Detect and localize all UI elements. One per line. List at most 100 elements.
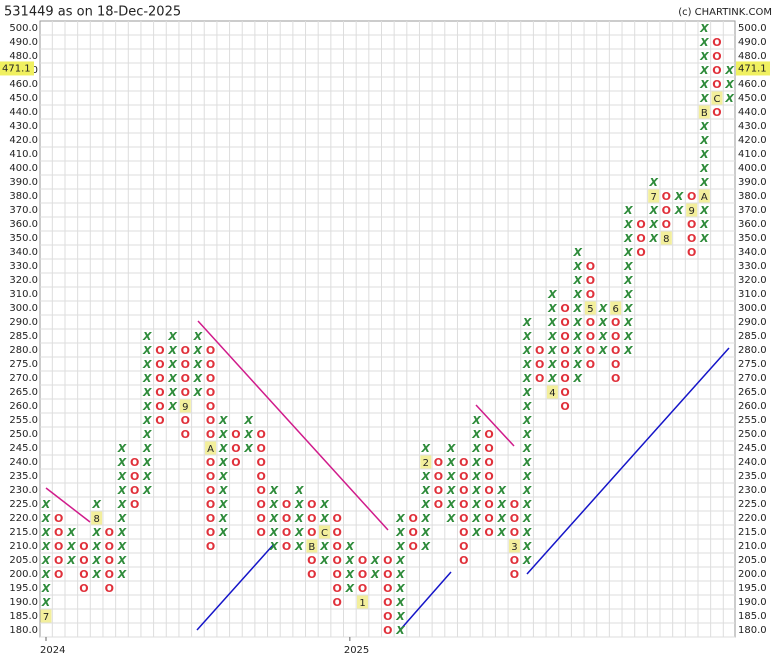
- x-box: X: [648, 218, 658, 231]
- x-box: X: [218, 498, 228, 511]
- o-box: O: [484, 428, 493, 441]
- month-marker: C: [321, 528, 328, 539]
- x-box: X: [699, 78, 709, 91]
- x-box: X: [522, 344, 532, 357]
- x-box: X: [319, 512, 329, 525]
- month-marker: 3: [511, 542, 517, 553]
- y-tick-label: 210.0: [738, 541, 767, 552]
- x-box: X: [699, 50, 709, 63]
- y-tick-label: 380.0: [9, 191, 38, 202]
- o-box: O: [560, 372, 569, 385]
- y-tick-label: 180.0: [738, 625, 767, 636]
- x-box: X: [395, 568, 405, 581]
- y-tick-label: 240.0: [9, 457, 38, 468]
- o-box: O: [408, 526, 417, 539]
- o-box: O: [54, 512, 63, 525]
- x-box: X: [319, 554, 329, 567]
- o-box: O: [484, 456, 493, 469]
- x-box: X: [269, 526, 279, 539]
- x-box: X: [319, 498, 329, 511]
- y-tick-label: 275.0: [9, 359, 38, 370]
- x-box: X: [623, 260, 633, 273]
- o-box: O: [257, 470, 266, 483]
- y-tick-label: 450.0: [9, 93, 38, 104]
- x-box: X: [167, 330, 177, 343]
- x-box: X: [446, 442, 456, 455]
- o-box: O: [181, 372, 190, 385]
- x-box: X: [699, 148, 709, 161]
- x-box: X: [623, 302, 633, 315]
- o-box: O: [586, 260, 595, 273]
- o-box: O: [282, 498, 291, 511]
- x-box: X: [522, 456, 532, 469]
- x-box: X: [699, 218, 709, 231]
- x-box: X: [167, 358, 177, 371]
- o-box: O: [687, 246, 696, 259]
- x-box: X: [471, 470, 481, 483]
- x-box: X: [497, 498, 507, 511]
- o-box: O: [434, 498, 443, 511]
- y-tick-label: 330.0: [738, 261, 767, 272]
- x-box: X: [648, 204, 658, 217]
- o-box: O: [510, 526, 519, 539]
- o-box: O: [155, 414, 164, 427]
- y-tick-label: 200.0: [9, 569, 38, 580]
- support-line: [196, 543, 275, 631]
- o-box: O: [383, 568, 392, 581]
- y-tick-label: 370.0: [9, 205, 38, 216]
- y-tick-label: 250.0: [738, 429, 767, 440]
- resistance-line: [45, 487, 91, 523]
- o-box: O: [155, 344, 164, 357]
- x-box: X: [421, 484, 431, 497]
- o-box: O: [560, 400, 569, 413]
- o-box: O: [79, 554, 88, 567]
- o-box: O: [130, 484, 139, 497]
- month-marker-bg: [546, 385, 558, 399]
- support-line: [526, 347, 730, 575]
- x-box: X: [471, 498, 481, 511]
- x-box: X: [699, 162, 709, 175]
- y-tick-label: 260.0: [9, 401, 38, 412]
- last-price-label: 471.1: [2, 63, 31, 74]
- x-box: X: [218, 484, 228, 497]
- x-box: X: [395, 554, 405, 567]
- o-box: O: [307, 568, 316, 581]
- x-box: X: [699, 204, 709, 217]
- x-box: X: [547, 358, 557, 371]
- y-tick-label: 480.0: [738, 51, 767, 62]
- x-box: X: [572, 316, 582, 329]
- x-box: X: [421, 442, 431, 455]
- x-box: X: [117, 568, 127, 581]
- o-box: O: [383, 554, 392, 567]
- x-box: X: [497, 484, 507, 497]
- o-box: O: [560, 386, 569, 399]
- o-box: O: [155, 386, 164, 399]
- o-box: O: [79, 540, 88, 553]
- y-tick-label: 260.0: [738, 401, 767, 412]
- x-box: X: [218, 526, 228, 539]
- o-box: O: [181, 344, 190, 357]
- x-box: X: [674, 204, 684, 217]
- month-marker-bg: [179, 399, 191, 413]
- o-box: O: [206, 470, 215, 483]
- month-marker: 7: [43, 612, 49, 623]
- x-box: X: [623, 344, 633, 357]
- y-tick-label: 350.0: [9, 233, 38, 244]
- x-box: X: [117, 442, 127, 455]
- y-tick-label: 235.0: [738, 471, 767, 482]
- y-tick-label: 490.0: [9, 37, 38, 48]
- month-marker: A: [701, 192, 708, 203]
- o-box: O: [459, 526, 468, 539]
- o-box: O: [333, 568, 342, 581]
- o-box: O: [586, 316, 595, 329]
- o-box: O: [333, 526, 342, 539]
- o-box: O: [662, 190, 671, 203]
- month-marker-bg: [686, 203, 698, 217]
- support-line: [399, 571, 452, 631]
- month-marker: 2: [423, 458, 429, 469]
- y-tick-label: 440.0: [9, 107, 38, 118]
- o-box: O: [105, 526, 114, 539]
- x-box: X: [66, 526, 76, 539]
- y-tick-label: 255.0: [9, 415, 38, 426]
- x-box: X: [117, 540, 127, 553]
